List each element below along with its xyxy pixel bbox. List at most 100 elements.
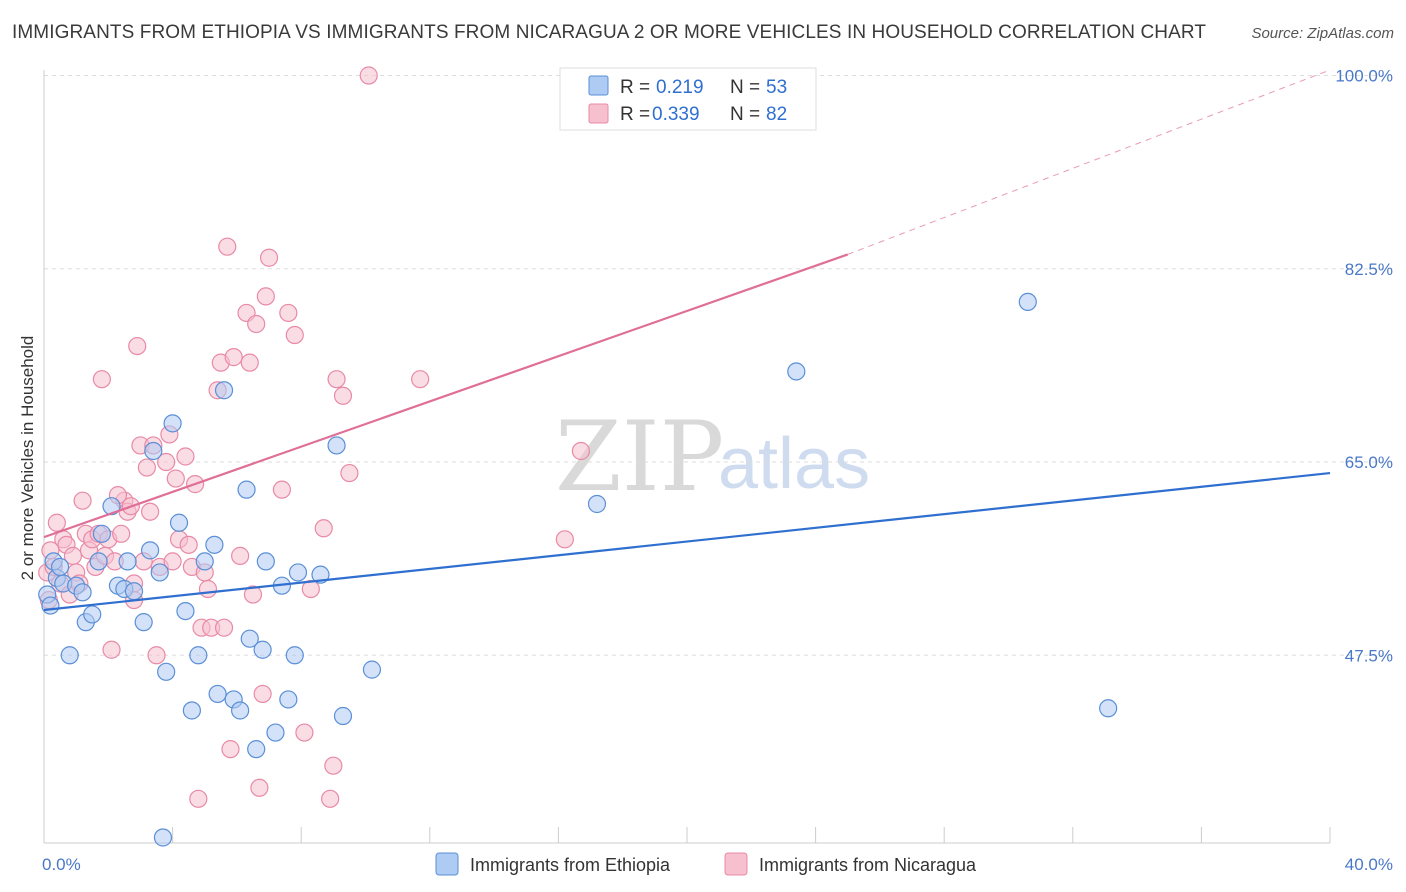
trend-line-nicaragua-extension <box>847 69 1331 255</box>
point-ethiopia-20 <box>163 414 182 433</box>
legend-swatch-ethiopia <box>588 75 609 96</box>
point-nicaragua-59 <box>250 778 269 797</box>
point-ethiopia-50 <box>41 596 60 615</box>
point-nicaragua-17 <box>92 370 111 389</box>
point-ethiopia-4 <box>60 646 79 665</box>
point-nicaragua-43 <box>189 789 208 808</box>
legend-box: R = 0.219 N = 53 R = 0.339 N = 82 <box>559 67 817 131</box>
point-nicaragua-35 <box>157 452 176 472</box>
point-nicaragua-76 <box>555 530 574 549</box>
point-nicaragua-77 <box>571 441 591 461</box>
point-nicaragua-40 <box>176 447 195 466</box>
point-ethiopia-31 <box>237 480 256 499</box>
point-ethiopia-17 <box>144 441 163 461</box>
point-ethiopia-14 <box>124 582 144 601</box>
point-nicaragua-37 <box>163 552 182 571</box>
point-nicaragua-68 <box>314 519 333 538</box>
point-nicaragua-57 <box>243 585 263 604</box>
point-nicaragua-46 <box>198 579 218 599</box>
point-nicaragua-80 <box>140 502 160 521</box>
y-tick-labels: 47.5% 65.0% 82.5% 100.0% <box>1335 67 1393 666</box>
point-nicaragua-66 <box>295 723 314 742</box>
legend-r-value-nicaragua: 0.339 <box>652 104 700 125</box>
point-ethiopia-32 <box>240 629 259 648</box>
point-ethiopia-33 <box>247 740 266 759</box>
trend-lines <box>43 69 1331 612</box>
bottom-legend-label-ethiopia: Immigrants from Ethiopia <box>470 855 671 875</box>
point-ethiopia-21 <box>169 513 189 532</box>
point-nicaragua-61 <box>256 287 275 306</box>
point-ethiopia-16 <box>140 541 160 560</box>
legend-r-label-ethiopia: R = <box>620 77 650 98</box>
x-tick-marks <box>43 827 1331 843</box>
point-ethiopia-52 <box>73 583 92 602</box>
chart-title: IMMIGRANTS FROM ETHIOPIA VS IMMIGRANTS F… <box>12 22 1207 43</box>
legend-r-label-nicaragua: R = <box>620 104 650 125</box>
point-nicaragua-69 <box>321 789 340 808</box>
point-nicaragua-74 <box>359 66 378 85</box>
point-nicaragua-53 <box>224 348 243 367</box>
point-ethiopia-18 <box>150 563 169 582</box>
y-tick-label-1: 65.0% <box>1345 453 1393 472</box>
point-ethiopia-36 <box>266 723 285 742</box>
point-nicaragua-60 <box>253 684 272 704</box>
point-nicaragua-62 <box>259 248 279 267</box>
point-ethiopia-49 <box>153 828 173 847</box>
point-ethiopia-13 <box>118 552 137 571</box>
point-nicaragua-11 <box>73 491 92 510</box>
point-ethiopia-26 <box>205 535 224 554</box>
point-nicaragua-3 <box>47 513 66 532</box>
watermark-atlas: atlas <box>718 424 870 504</box>
point-ethiopia-51 <box>50 557 70 577</box>
point-ethiopia-44 <box>362 660 382 679</box>
point-ethiopia-25 <box>195 552 214 571</box>
point-nicaragua-54 <box>231 546 250 565</box>
bottom-legend-swatch-nicaragua <box>724 852 748 876</box>
legend-swatch-nicaragua <box>588 103 609 124</box>
point-ethiopia-22 <box>176 601 195 621</box>
y-tick-label-3: 100.0% <box>1335 67 1393 86</box>
point-ethiopia-40 <box>288 563 308 582</box>
legend-n-value-nicaragua: 82 <box>766 104 787 125</box>
point-nicaragua-56 <box>240 353 259 372</box>
point-ethiopia-27 <box>208 684 227 704</box>
point-nicaragua-71 <box>327 370 346 389</box>
point-nicaragua-28 <box>128 336 147 356</box>
point-ethiopia-28 <box>214 381 234 400</box>
point-nicaragua-22 <box>112 524 131 543</box>
point-ethiopia-46 <box>787 362 806 381</box>
point-ethiopia-35 <box>256 552 275 571</box>
point-nicaragua-50 <box>214 618 234 637</box>
trend-line-nicaragua <box>43 253 849 539</box>
point-ethiopia-45 <box>587 494 607 514</box>
bottom-legend: Immigrants from Ethiopia Immigrants from… <box>435 852 977 876</box>
point-nicaragua-64 <box>279 303 298 323</box>
point-ethiopia-19 <box>157 662 176 681</box>
y-axis-label: 2 or more Vehicles in Household <box>18 336 37 581</box>
point-nicaragua-65 <box>285 325 304 345</box>
point-ethiopia-42 <box>327 436 346 455</box>
series-ethiopia <box>38 292 1118 847</box>
point-ethiopia-47 <box>1018 292 1037 311</box>
point-ethiopia-10 <box>102 497 121 516</box>
point-ethiopia-8 <box>89 552 108 571</box>
point-ethiopia-7 <box>83 605 102 624</box>
point-ethiopia-43 <box>333 706 353 726</box>
point-nicaragua-58 <box>247 314 266 334</box>
point-ethiopia-48 <box>1099 699 1118 718</box>
point-nicaragua-31 <box>137 458 156 477</box>
point-ethiopia-23 <box>182 701 201 720</box>
point-ethiopia-41 <box>311 565 330 584</box>
series-nicaragua <box>38 66 591 808</box>
point-ethiopia-15 <box>134 613 153 632</box>
bottom-legend-swatch-ethiopia <box>435 852 459 876</box>
point-nicaragua-20 <box>102 640 121 659</box>
x-tick-label-0: 0.0% <box>42 855 81 874</box>
bottom-legend-label-nicaragua: Immigrants from Nicaragua <box>759 855 977 875</box>
point-ethiopia-24 <box>189 646 208 665</box>
y-tick-label-0: 47.5% <box>1345 646 1393 665</box>
point-nicaragua-73 <box>340 463 359 483</box>
legend-n-value-ethiopia: 53 <box>766 77 787 98</box>
legend-n-label-ethiopia: N = <box>730 77 760 98</box>
